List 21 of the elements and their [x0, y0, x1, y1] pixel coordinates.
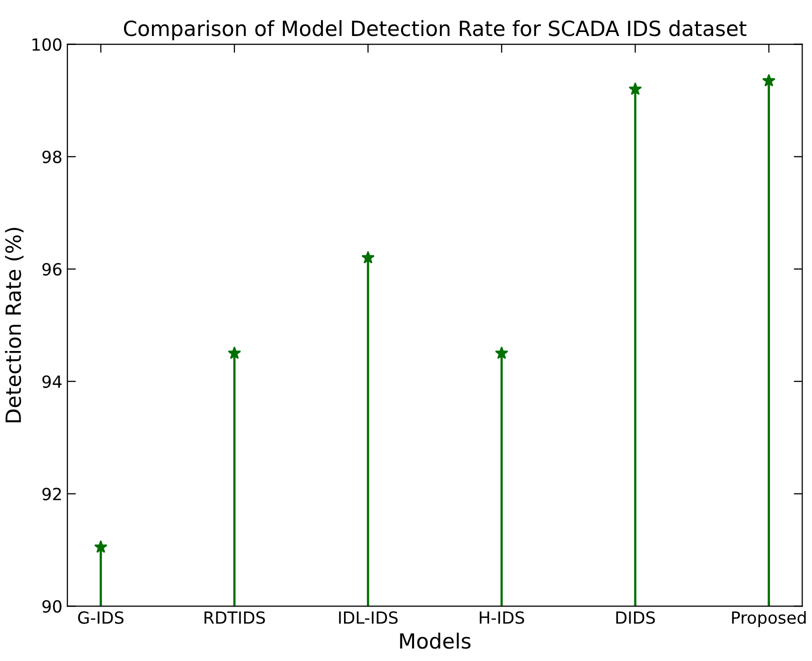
- y-tick-label: 92: [42, 488, 61, 500]
- point: [94, 540, 108, 553]
- x-tick-label: DIDS: [616, 611, 655, 624]
- point: [762, 74, 776, 87]
- x-tick-label: H-IDS: [480, 611, 524, 624]
- y-tick-label: 96: [42, 262, 62, 276]
- chart-title: Comparison of Model Detection Rate for SCADA IDS dataset: [124, 20, 746, 40]
- point: [228, 346, 242, 360]
- x-axis-title: Models: [400, 632, 471, 649]
- y-tick-label: 98: [42, 150, 62, 164]
- point: [361, 250, 375, 264]
- y-axis-title: Detection Rate (%): [5, 228, 24, 422]
- y-tick-label: 90: [42, 600, 62, 613]
- y-tick-label: 94: [42, 375, 62, 388]
- point: [628, 82, 642, 95]
- x-tick-label: IDL-IDS: [339, 611, 398, 624]
- x-tick-label: Proposed: [732, 611, 806, 628]
- x-tick-label: RDTIDS: [204, 611, 265, 624]
- x-tick-label: G-IDS: [78, 611, 124, 624]
- y-tick-label: 100: [32, 38, 62, 51]
- point: [494, 346, 508, 360]
